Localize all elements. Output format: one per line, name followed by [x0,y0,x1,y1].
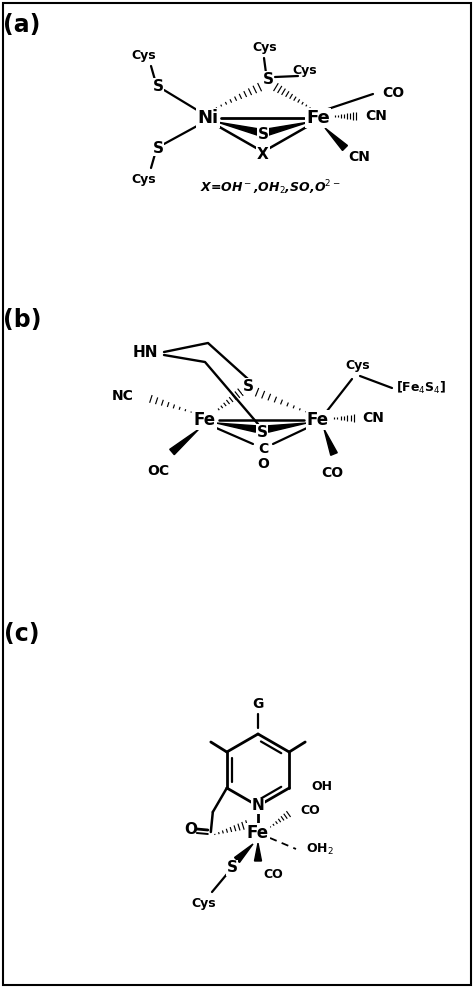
Text: O: O [184,821,197,837]
Text: O: O [257,457,269,471]
Text: (b): (b) [3,308,41,332]
Text: C: C [258,442,268,456]
Polygon shape [216,423,256,432]
Polygon shape [255,843,262,861]
Text: Cys: Cys [253,41,277,53]
Text: NC: NC [112,389,134,403]
Text: OH: OH [311,780,332,792]
Text: OC: OC [147,464,169,478]
Text: Cys: Cys [132,48,156,61]
Text: HN: HN [133,345,158,360]
Polygon shape [170,429,199,454]
Polygon shape [267,122,309,135]
Text: CO: CO [321,466,343,480]
Text: S: S [256,425,267,440]
Text: N: N [252,798,264,813]
Polygon shape [325,128,347,150]
Text: CN: CN [365,109,387,123]
Text: CO: CO [300,803,320,816]
Text: CO: CO [263,868,283,881]
Text: S: S [257,126,268,141]
Text: G: G [252,697,264,711]
Text: X=OH$^-$,OH$_2$,SO,O$^{2-}$: X=OH$^-$,OH$_2$,SO,O$^{2-}$ [200,179,340,198]
Text: (c): (c) [4,622,40,646]
Text: Fe: Fe [307,411,329,429]
Text: S: S [227,861,237,875]
Polygon shape [324,429,337,455]
Text: CN: CN [362,411,384,425]
Text: S: S [153,78,164,94]
Text: OH$_2$: OH$_2$ [306,842,334,857]
Text: Cys: Cys [191,897,216,911]
Text: Cys: Cys [346,359,370,371]
Text: Ni: Ni [198,109,219,127]
Text: CN: CN [348,150,370,164]
Text: S: S [243,378,254,393]
Text: Fe: Fe [194,411,216,429]
Text: Cys: Cys [132,173,156,186]
Text: Fe: Fe [247,824,269,842]
Text: [Fe$_4$S$_4$]: [Fe$_4$S$_4$] [396,380,447,396]
Polygon shape [235,844,253,863]
Text: S: S [153,140,164,155]
Polygon shape [217,122,259,135]
Text: CO: CO [382,86,404,100]
Text: Fe: Fe [306,109,330,127]
Text: (a): (a) [3,13,41,37]
Text: X: X [257,146,269,161]
Text: Cys: Cys [292,63,317,76]
Text: S: S [263,71,273,87]
Polygon shape [267,423,307,432]
